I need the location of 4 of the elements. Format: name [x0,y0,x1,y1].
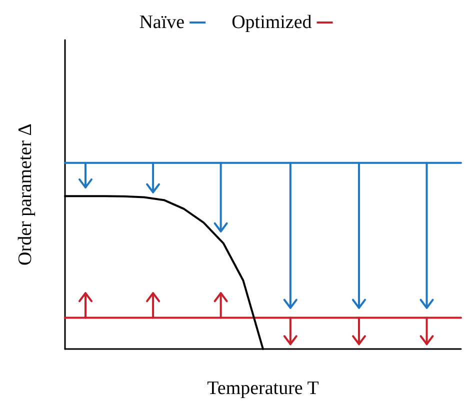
legend-label: Optimized [232,12,312,33]
x-axis-title: Temperature T [207,378,320,399]
y-axis-title: Order parameter Δ [15,124,36,266]
legend-label: Naïve [139,12,185,33]
